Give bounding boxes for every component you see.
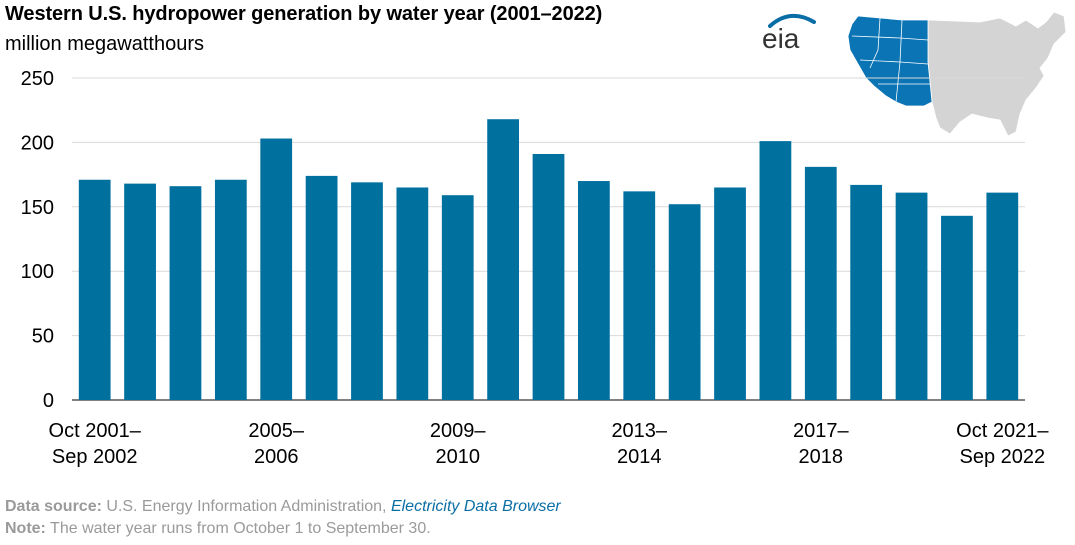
bar — [396, 187, 429, 400]
units-label: million megawatthours — [5, 33, 204, 55]
bar — [487, 119, 520, 400]
bar — [124, 183, 156, 400]
logo-text: eia — [762, 23, 800, 52]
bar — [668, 204, 701, 400]
bar — [441, 195, 474, 400]
x-tick-label-line1: Oct 2001– — [49, 420, 142, 442]
x-tick-label-line1: 2017– — [793, 420, 849, 442]
us-map-icon — [847, 11, 1067, 137]
bar — [532, 153, 565, 400]
bar — [941, 215, 973, 400]
x-tick-label-line2: 2006 — [254, 446, 299, 468]
x-tick-label-line1: 2009– — [430, 420, 486, 442]
y-tick-label: 0 — [43, 390, 54, 412]
bar — [169, 186, 202, 400]
bar — [759, 141, 792, 400]
x-tick-label-line1: 2013– — [611, 420, 667, 442]
y-tick-label: 50 — [32, 326, 54, 348]
bar — [986, 192, 1019, 400]
x-tick-label-line1: Oct 2021– — [956, 420, 1049, 442]
data-source-line: Data source: U.S. Energy Information Adm… — [5, 498, 561, 516]
eia-logo: eia — [762, 14, 816, 52]
bar — [804, 166, 837, 400]
y-tick-label: 150 — [21, 197, 54, 219]
bar — [351, 182, 383, 400]
chart-title: Western U.S. hydropower generation by wa… — [5, 3, 603, 25]
logo-arc-icon — [768, 14, 816, 28]
bar — [714, 187, 746, 400]
bar — [214, 179, 247, 400]
bar — [260, 138, 293, 400]
note-label: Note: — [5, 520, 46, 537]
data-source-text: U.S. Energy Information Administration, — [101, 498, 391, 515]
bar — [623, 191, 656, 400]
bar — [78, 179, 111, 400]
y-tick-label: 200 — [21, 132, 54, 154]
data-source-link[interactable]: Electricity Data Browser — [390, 498, 561, 515]
x-tick-label-line1: 2005– — [248, 420, 304, 442]
bar — [895, 192, 928, 400]
bar — [577, 181, 610, 400]
note-line: Note: The water year runs from October 1… — [5, 520, 431, 538]
x-tick-label-line2: Sep 2022 — [959, 446, 1045, 468]
x-tick-label-line2: Sep 2002 — [52, 446, 138, 468]
map-eastern-states — [927, 11, 1067, 137]
data-source-label: Data source: — [5, 498, 102, 515]
x-tick-label-line2: 2014 — [617, 446, 662, 468]
y-tick-label: 100 — [21, 261, 54, 283]
x-tick-label-line2: 2018 — [799, 446, 844, 468]
x-tick-label-line2: 2010 — [435, 446, 480, 468]
bar — [850, 184, 883, 400]
bar — [305, 175, 338, 400]
y-tick-label: 250 — [21, 68, 54, 90]
map-state-borders — [851, 17, 930, 103]
note-text: The water year runs from October 1 to Se… — [45, 520, 431, 537]
